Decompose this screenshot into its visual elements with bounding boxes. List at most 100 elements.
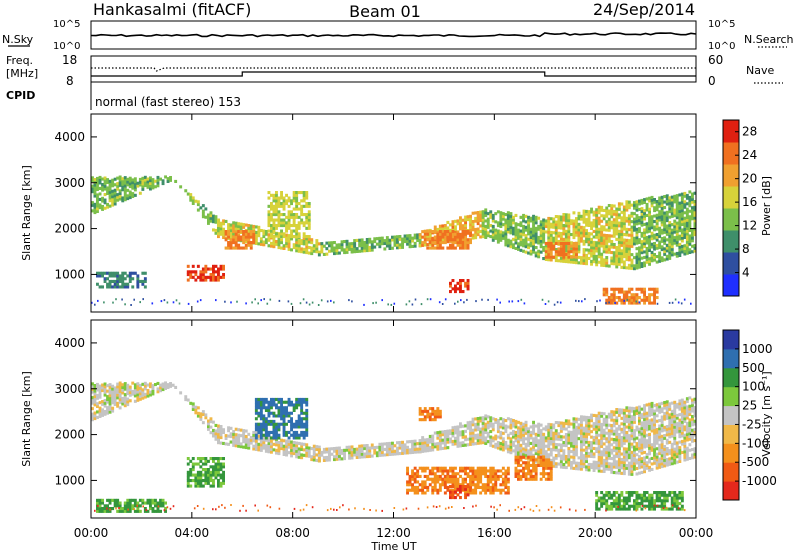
- range-cell: [585, 234, 588, 238]
- range-cell: [514, 241, 518, 245]
- range-cell: [638, 207, 641, 211]
- range-cell: [691, 239, 694, 243]
- range-cell: [169, 176, 172, 180]
- range-cell: [554, 462, 558, 466]
- range-cell: [512, 441, 515, 445]
- range-cell: [224, 442, 228, 446]
- range-cell: [572, 433, 576, 437]
- range-cell: [270, 224, 273, 228]
- range-cell: [469, 223, 472, 227]
- range-cell: [597, 235, 601, 239]
- range-cell: [625, 230, 629, 234]
- range-cell: [585, 231, 588, 235]
- range-cell: [441, 235, 445, 239]
- range-cell: [633, 459, 636, 463]
- range-cell: [605, 234, 609, 238]
- range-cell: [131, 277, 135, 281]
- range-cell: [635, 458, 639, 462]
- range-cell: [96, 382, 99, 386]
- range-cell: [615, 287, 619, 291]
- range-cell: [648, 457, 651, 461]
- range-cell: [254, 445, 258, 449]
- range-cell: [496, 427, 500, 431]
- range-cell: [655, 414, 659, 418]
- range-cell: [625, 450, 629, 454]
- range-cell: [199, 481, 203, 485]
- range-cell: [648, 449, 651, 453]
- range-cell: [638, 433, 641, 437]
- range-cell: [638, 249, 641, 253]
- range-cell: [663, 206, 667, 210]
- range-cell: [529, 447, 533, 451]
- range-cell: [585, 457, 588, 461]
- range-cell: [330, 249, 334, 253]
- range-cell: [96, 501, 99, 505]
- range-cell: [454, 228, 457, 232]
- range-cell: [562, 452, 566, 456]
- range-cell: [688, 429, 692, 433]
- range-cell: [633, 225, 636, 229]
- range-cell: [222, 235, 225, 239]
- range-cell: [222, 230, 225, 234]
- range-cell: [663, 453, 667, 457]
- range-cell: [433, 225, 437, 229]
- range-cell: [517, 300, 520, 303]
- range-cell: [653, 255, 656, 259]
- range-cell: [685, 438, 689, 442]
- range-cell: [572, 420, 576, 424]
- range-cell: [607, 209, 611, 213]
- range-cell: [630, 426, 634, 430]
- range-cell: [149, 385, 152, 389]
- range-cell: [166, 177, 170, 181]
- range-cell: [133, 182, 137, 186]
- range-cell: [607, 465, 611, 469]
- range-cell: [101, 285, 104, 289]
- range-cell: [627, 222, 631, 226]
- range-cell: [499, 441, 503, 445]
- range-cell: [113, 191, 117, 195]
- range-cell: [688, 456, 692, 460]
- range-cell: [307, 449, 311, 453]
- range-cell: [217, 221, 220, 225]
- range-cell: [648, 293, 651, 297]
- range-cell: [98, 395, 102, 399]
- range-cell: [527, 232, 530, 236]
- range-cell: [570, 450, 573, 454]
- range-cell: [524, 451, 528, 455]
- range-cell: [128, 391, 132, 395]
- range-cell: [169, 384, 172, 388]
- range-cell: [648, 443, 651, 447]
- range-cell: [587, 443, 591, 447]
- range-cell: [650, 401, 654, 405]
- range-cell: [103, 201, 107, 205]
- range-cell: [532, 245, 535, 249]
- range-cell: [338, 246, 341, 250]
- range-cell: [557, 421, 561, 425]
- range-cell: [191, 465, 195, 469]
- range-cell: [620, 249, 624, 253]
- range-cell: [683, 216, 687, 220]
- range-cell: [302, 232, 306, 236]
- range-cell: [658, 251, 662, 255]
- range-cell: [340, 240, 344, 244]
- range-cell: [209, 211, 213, 215]
- range-cell: [267, 218, 271, 222]
- range-cell: [537, 249, 541, 253]
- range-cell: [315, 241, 319, 245]
- range-cell: [532, 228, 535, 232]
- range-cell: [219, 433, 223, 437]
- range-cell: [277, 443, 281, 447]
- range-cell: [449, 223, 452, 227]
- range-cell: [393, 238, 397, 242]
- range-cell: [638, 218, 641, 222]
- range-cell: [683, 417, 687, 421]
- range-cell: [275, 199, 278, 203]
- range-cell: [627, 445, 631, 449]
- range-cell: [539, 223, 543, 227]
- range-cell: [189, 198, 193, 202]
- range-cell: [118, 509, 122, 513]
- range-cell: [627, 420, 631, 424]
- range-cell: [295, 224, 299, 228]
- range-cell: [683, 439, 687, 443]
- range-cell: [222, 457, 225, 461]
